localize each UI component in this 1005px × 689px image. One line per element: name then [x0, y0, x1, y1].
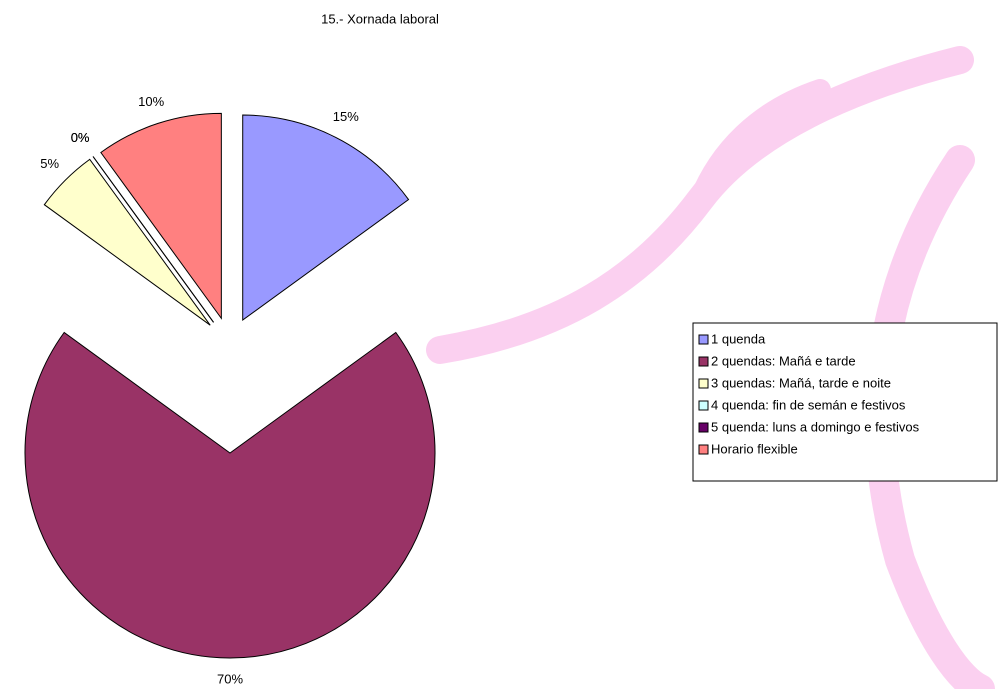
- chart: 15.- Xornada laboral 15%70%5%0%0%10% 1 q…: [0, 0, 1005, 689]
- legend-swatch: [699, 423, 708, 432]
- pie-slice: [243, 115, 409, 320]
- legend-swatch: [699, 379, 708, 388]
- data-label: 15%: [333, 109, 359, 124]
- legend-label: 3 quendas: Mañá, tarde e noite: [711, 375, 891, 390]
- data-label: 5%: [40, 156, 59, 171]
- legend-swatch: [699, 445, 708, 454]
- legend-label: Horario flexible: [711, 441, 798, 456]
- data-label: 70%: [217, 671, 243, 686]
- legend-swatch: [699, 335, 708, 344]
- legend-label: 1 quenda: [711, 331, 766, 346]
- legend-label: 2 quendas: Mañá e tarde: [711, 353, 856, 368]
- data-label: 0%: [71, 130, 90, 145]
- pie-slice: [25, 333, 435, 658]
- pie: 15%70%5%0%0%10%: [25, 94, 435, 687]
- legend-swatch: [699, 401, 708, 410]
- chart-title: 15.- Xornada laboral: [321, 11, 439, 26]
- legend-swatch: [699, 357, 708, 366]
- legend-label: 4 quenda: fin de semán e festivos: [711, 397, 906, 412]
- legend-label: 5 quenda: luns a domingo e festivos: [711, 419, 920, 434]
- data-label: 10%: [138, 94, 164, 109]
